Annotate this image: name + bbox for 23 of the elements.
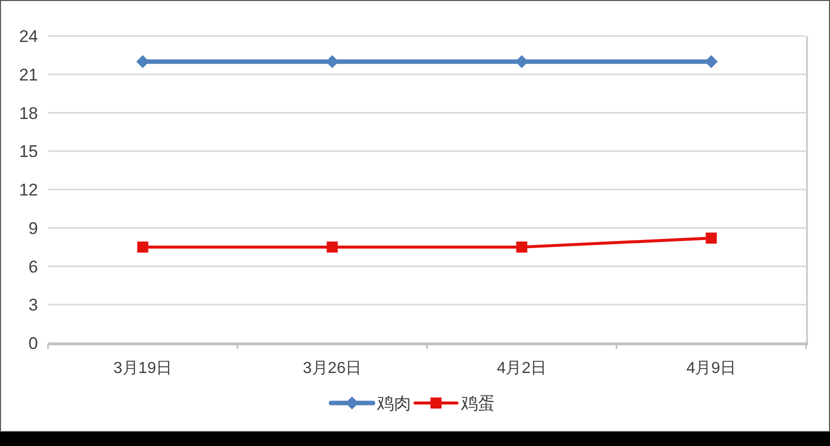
y-tick-label: 18: [19, 104, 38, 123]
legend-label: 鸡蛋: [460, 394, 495, 413]
point: [516, 242, 528, 253]
y-tick-label: 15: [19, 142, 38, 162]
x-tick-label: 3月26日: [302, 360, 362, 377]
y-tick-label: 9: [28, 218, 38, 238]
point: [706, 232, 717, 244]
point: [704, 55, 718, 68]
y-tick-label: 12: [19, 180, 38, 200]
y-tick-label: 3: [28, 296, 38, 315]
x-tick-label: 4月2日: [496, 360, 547, 377]
point: [137, 242, 148, 253]
y-tick-label: 24: [19, 27, 38, 46]
point: [136, 55, 150, 68]
y-tick-label: 6: [28, 257, 38, 276]
legend-label: 鸡肉: [376, 394, 411, 413]
point: [326, 242, 338, 253]
y-tick-label: 21: [19, 65, 38, 84]
point: [326, 55, 339, 68]
point: [515, 55, 528, 68]
x-tick-label: 3月19日: [113, 360, 172, 377]
x-tick-label: 4月9日: [686, 360, 736, 377]
y-tick-label: 0: [28, 334, 38, 353]
